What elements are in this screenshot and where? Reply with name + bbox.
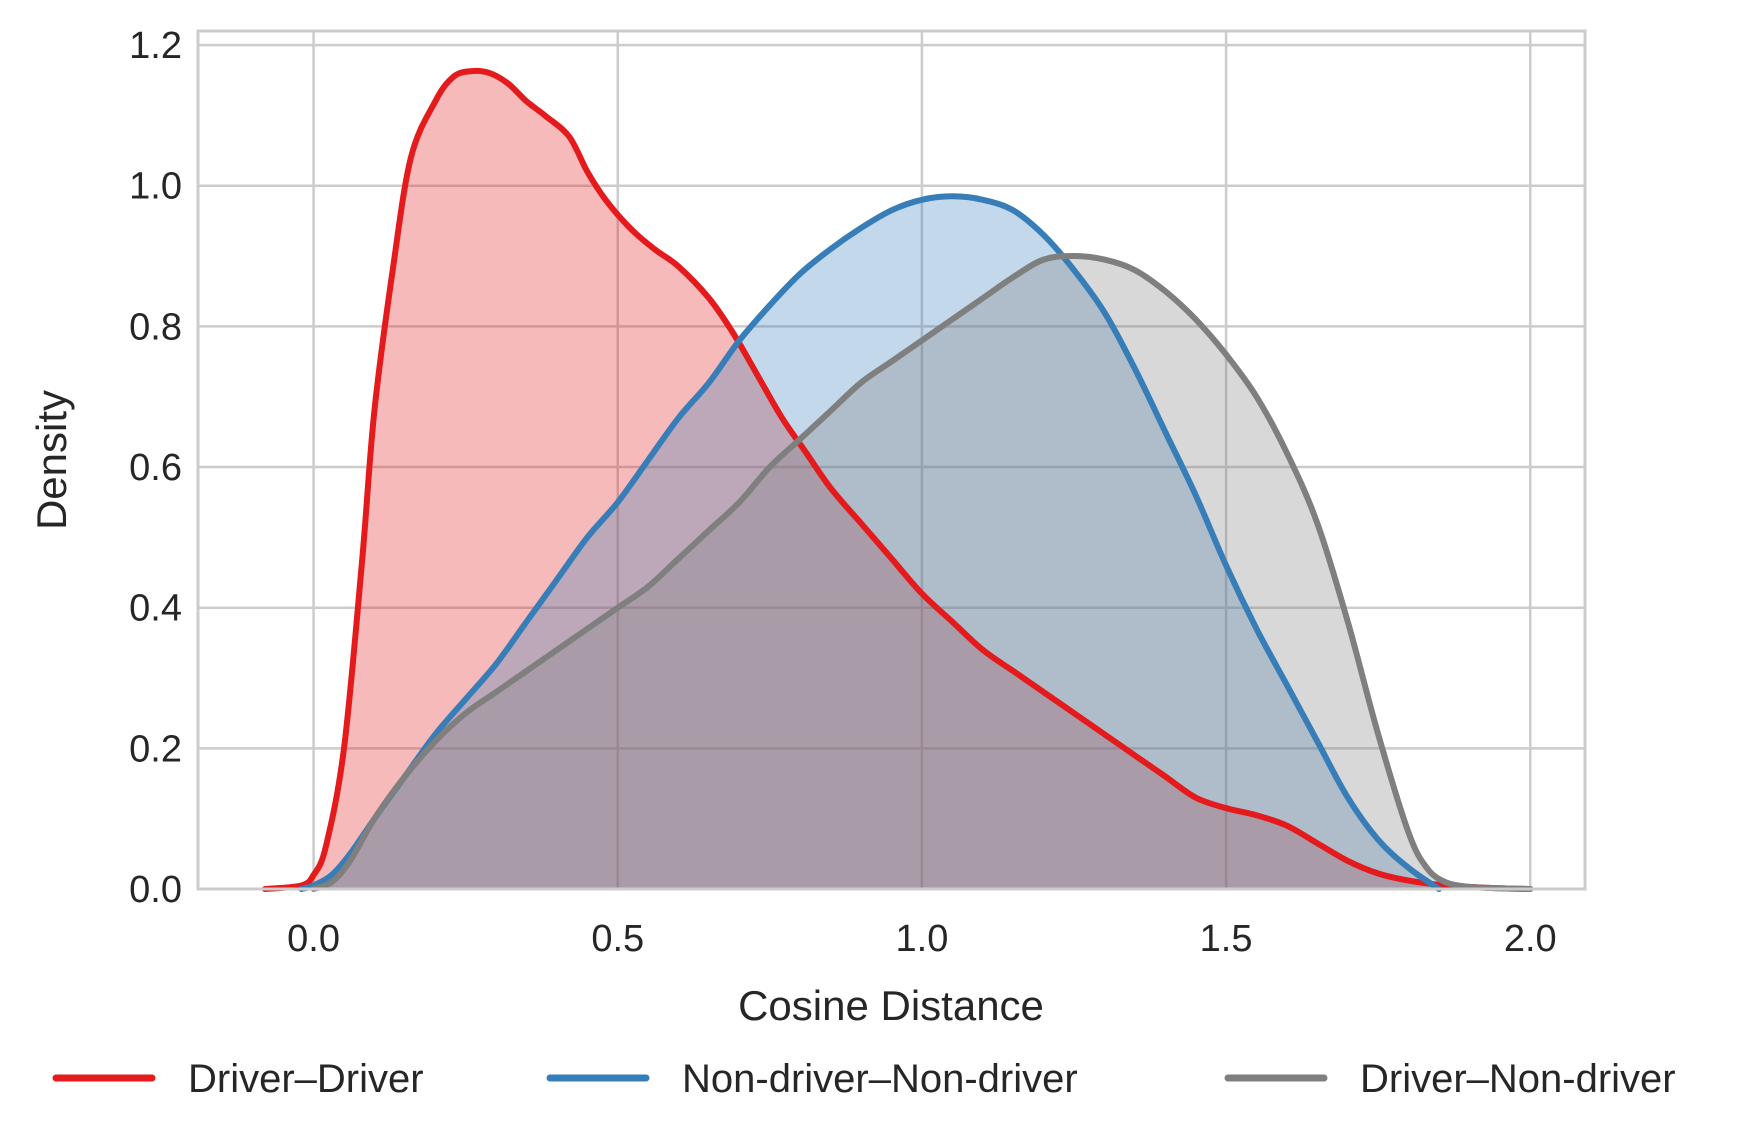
series-line-non-driver-non-driver <box>298 193 1442 892</box>
series-fill-non-driver-non-driver <box>301 196 1439 890</box>
series-line-driver-driver <box>261 67 1534 892</box>
legend-item-driver-driver: Driver–Driver <box>52 1057 424 1101</box>
x-tick-label: 1.5 <box>1200 918 1253 960</box>
legend-label: Non-driver–Non-driver <box>682 1057 1078 1101</box>
legend-label: Driver–Non-driver <box>1360 1057 1676 1101</box>
legend-label: Driver–Driver <box>188 1057 424 1101</box>
legend-item-non-driver-non-driver: Non-driver–Non-driver <box>546 1057 1078 1101</box>
x-tick-label: 1.0 <box>896 918 949 960</box>
y-tick-label: 0.2 <box>129 728 182 770</box>
y-tick-label: 1.2 <box>129 25 182 67</box>
series-line-driver-non-driver <box>310 253 1534 892</box>
x-axis-label: Cosine Distance <box>738 982 1044 1029</box>
series-fill-driver-driver <box>264 70 1531 890</box>
y-tick-label: 0.4 <box>129 588 182 630</box>
x-tick-labels: 0.0 0.5 1.0 1.5 2.0 <box>287 918 1556 960</box>
y-tick-labels: 0.0 0.2 0.4 0.6 0.8 1.0 1.2 <box>129 25 182 911</box>
y-tick-label: 1.0 <box>129 166 182 208</box>
plot-frame <box>196 29 1587 891</box>
series-fill-driver-non-driver <box>313 256 1531 889</box>
y-tick-label: 0.6 <box>129 447 182 489</box>
series-fills <box>264 70 1531 890</box>
series-lines <box>261 67 1534 892</box>
y-axis-label: Density <box>28 390 75 530</box>
legend: Driver–Driver Non-driver–Non-driver Driver… <box>52 1057 1676 1101</box>
legend-item-driver-non-driver: Driver–Non-driver <box>1224 1057 1676 1101</box>
x-tick-label: 0.5 <box>591 918 644 960</box>
y-tick-label: 0.0 <box>129 869 182 911</box>
y-tick-label: 0.8 <box>129 306 182 348</box>
x-tick-label: 2.0 <box>1504 918 1557 960</box>
x-tick-label: 0.0 <box>287 918 340 960</box>
